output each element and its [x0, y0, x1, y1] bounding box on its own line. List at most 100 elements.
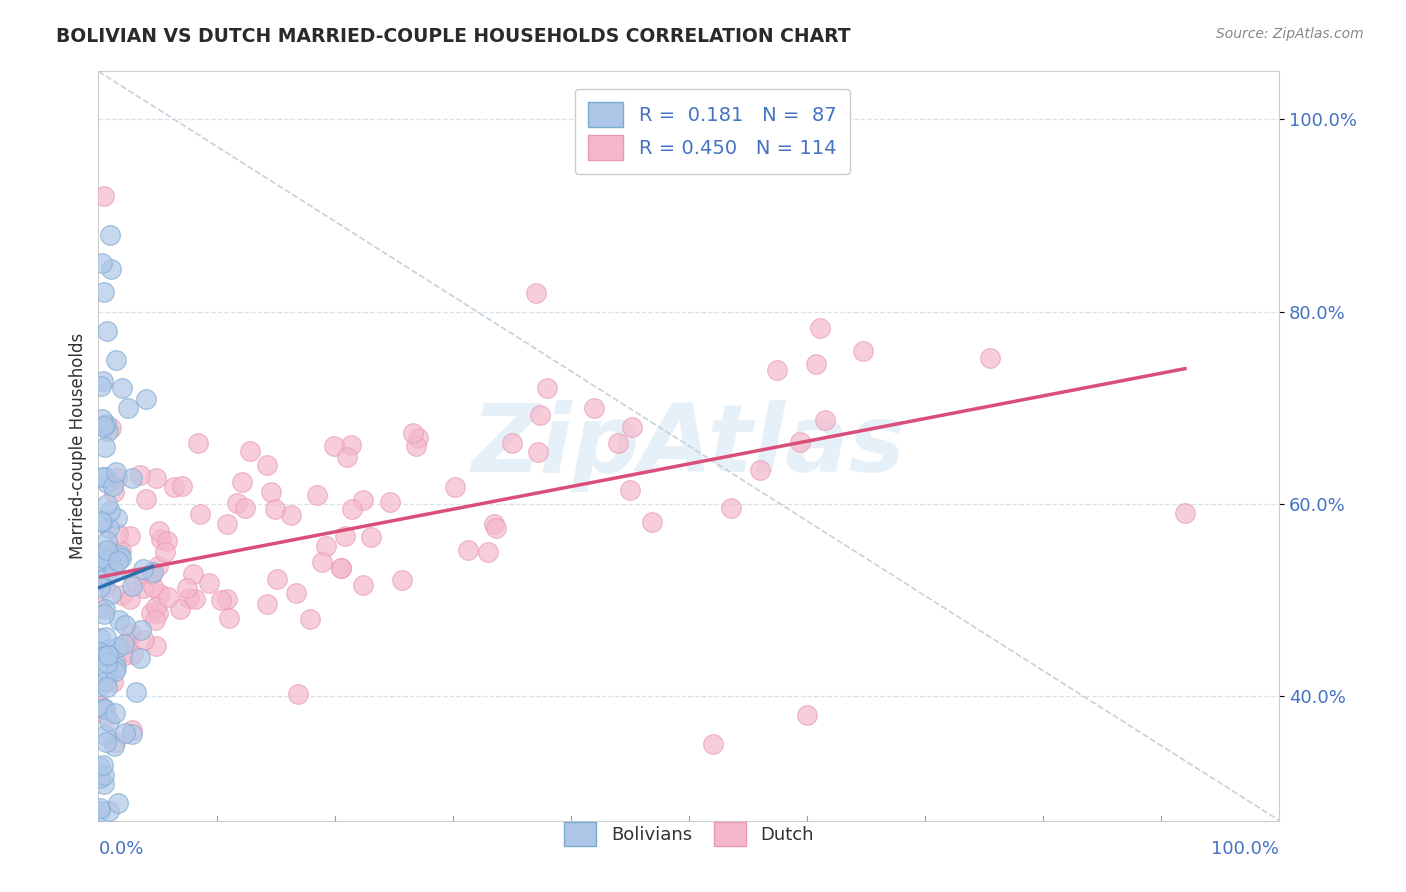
Dutch: [235, 501, 257, 516]
Dutch: [134, 632, 156, 647]
Bolivians: [104, 664, 127, 678]
Dutch: [391, 573, 413, 587]
Bolivians: [96, 497, 118, 511]
Bolivians: [97, 804, 120, 818]
Dutch: [100, 421, 122, 435]
Dutch: [527, 445, 550, 459]
Dutch: [804, 357, 827, 371]
Bolivians: [107, 554, 129, 568]
Bolivians: [121, 471, 143, 485]
Text: 0.0%: 0.0%: [98, 840, 143, 858]
Bolivians: [91, 256, 114, 270]
Dutch: [524, 285, 547, 300]
Bolivians: [105, 661, 128, 675]
Dutch: [329, 561, 352, 575]
Bolivians: [108, 613, 131, 627]
Dutch: [111, 588, 134, 602]
Dutch: [143, 613, 166, 627]
Bolivians: [97, 545, 120, 559]
Bolivians: [97, 425, 120, 439]
Bolivians: [89, 580, 111, 594]
Bolivians: [107, 796, 129, 810]
Bolivians: [110, 551, 132, 566]
Dutch: [120, 626, 142, 640]
Bolivians: [100, 262, 122, 277]
Bolivians: [97, 714, 120, 729]
Bolivians: [121, 726, 143, 740]
Dutch: [766, 363, 789, 377]
Dutch: [266, 573, 288, 587]
Bolivians: [89, 804, 111, 818]
Bolivians: [91, 411, 114, 425]
Text: 100.0%: 100.0%: [1212, 840, 1279, 858]
Dutch: [789, 434, 811, 449]
Bolivians: [104, 706, 127, 720]
Dutch: [360, 530, 382, 544]
Bolivians: [97, 648, 120, 662]
Dutch: [749, 462, 772, 476]
Dutch: [209, 592, 232, 607]
Dutch: [482, 517, 505, 532]
Bolivians: [103, 657, 125, 671]
Legend: Bolivians, Dutch: Bolivians, Dutch: [557, 815, 821, 853]
Bolivians: [93, 768, 115, 782]
Dutch: [132, 581, 155, 595]
Bolivians: [96, 543, 118, 558]
Dutch: [641, 515, 664, 529]
Dutch: [1174, 506, 1197, 520]
Bolivians: [96, 735, 118, 749]
Bolivians: [93, 285, 115, 300]
Dutch: [315, 539, 337, 553]
Dutch: [169, 602, 191, 616]
Dutch: [112, 648, 135, 663]
Dutch: [380, 495, 402, 509]
Bolivians: [93, 728, 115, 742]
Bolivians: [101, 479, 124, 493]
Bolivians: [93, 607, 115, 622]
Dutch: [256, 458, 278, 472]
Bolivians: [96, 533, 118, 548]
Dutch: [148, 524, 170, 539]
Bolivians: [114, 618, 136, 632]
Dutch: [93, 189, 115, 203]
Bolivians: [91, 701, 114, 715]
Dutch: [163, 480, 186, 494]
Text: ZipAtlas: ZipAtlas: [472, 400, 905, 492]
Bolivians: [90, 379, 112, 393]
Bolivians: [135, 392, 157, 406]
Dutch: [814, 413, 837, 427]
Bolivians: [103, 739, 125, 754]
Dutch: [118, 528, 141, 542]
Bolivians: [96, 631, 118, 645]
Dutch: [607, 435, 630, 450]
Dutch: [145, 600, 167, 615]
Dutch: [184, 591, 207, 606]
Bolivians: [94, 602, 117, 616]
Dutch: [145, 639, 167, 653]
Bolivians: [117, 401, 139, 415]
Dutch: [104, 735, 127, 749]
Bolivians: [94, 440, 117, 454]
Dutch: [122, 571, 145, 585]
Dutch: [121, 723, 143, 737]
Dutch: [118, 592, 141, 607]
Dutch: [215, 591, 238, 606]
Dutch: [146, 606, 169, 620]
Bolivians: [94, 674, 117, 689]
Dutch: [107, 526, 129, 541]
Dutch: [117, 634, 139, 648]
Dutch: [443, 480, 465, 494]
Dutch: [198, 576, 221, 591]
Dutch: [156, 533, 179, 548]
Dutch: [322, 439, 344, 453]
Bolivians: [90, 554, 112, 568]
Dutch: [176, 581, 198, 595]
Bolivians: [129, 623, 152, 637]
Dutch: [187, 436, 209, 450]
Bolivians: [108, 548, 131, 562]
Bolivians: [93, 418, 115, 433]
Dutch: [280, 508, 302, 522]
Bolivians: [96, 680, 118, 694]
Dutch: [501, 436, 523, 450]
Bolivians: [89, 514, 111, 528]
